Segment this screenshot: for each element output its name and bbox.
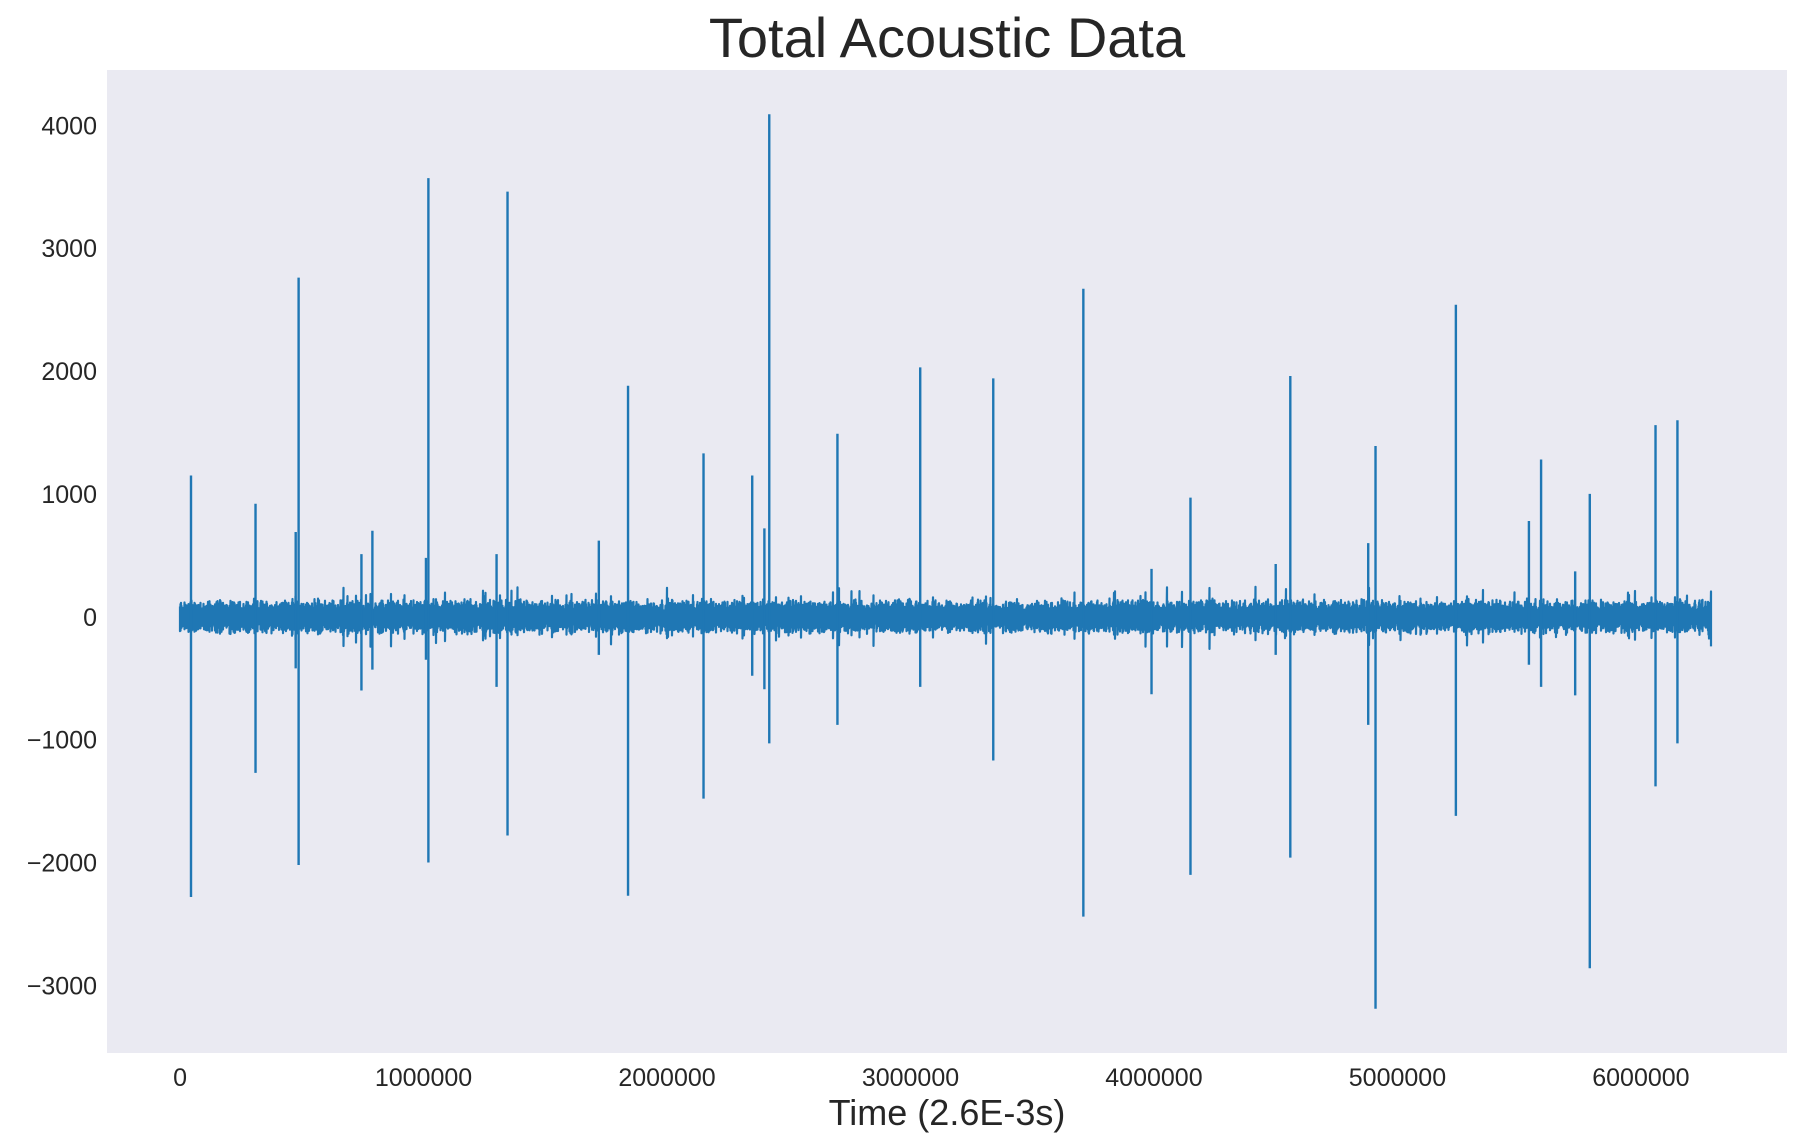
x-tick-label: 1000000: [375, 1064, 472, 1092]
x-tick-label: 6000000: [1592, 1064, 1689, 1092]
x-tick-label: 3000000: [862, 1064, 959, 1092]
chart-title: Total Acoustic Data: [709, 6, 1186, 69]
y-tick-label: −1000: [27, 727, 97, 755]
y-tick-label: −3000: [27, 972, 97, 1000]
y-tick-label: 4000: [41, 112, 97, 140]
spike-marks: [189, 114, 1679, 1009]
y-axis-ticks: −3000 −2000 −1000 0 1000 2000 3000 4000: [27, 112, 97, 1000]
y-tick-label: 1000: [41, 481, 97, 509]
x-tick-label: 4000000: [1105, 1064, 1202, 1092]
x-axis-label: Time (2.6E-3s): [829, 1092, 1066, 1133]
x-axis-ticks: 0 1000000 2000000 3000000 4000000 5000000 6000…: [173, 1064, 1689, 1092]
plot-background: [107, 70, 1787, 1053]
x-tick-label: 0: [173, 1064, 187, 1092]
y-tick-label: 0: [83, 604, 97, 632]
x-tick-label: 5000000: [1349, 1064, 1446, 1092]
x-tick-label: 2000000: [618, 1064, 715, 1092]
y-tick-label: 2000: [41, 358, 97, 386]
y-tick-label: −2000: [27, 850, 97, 878]
y-tick-label: 3000: [41, 235, 97, 263]
